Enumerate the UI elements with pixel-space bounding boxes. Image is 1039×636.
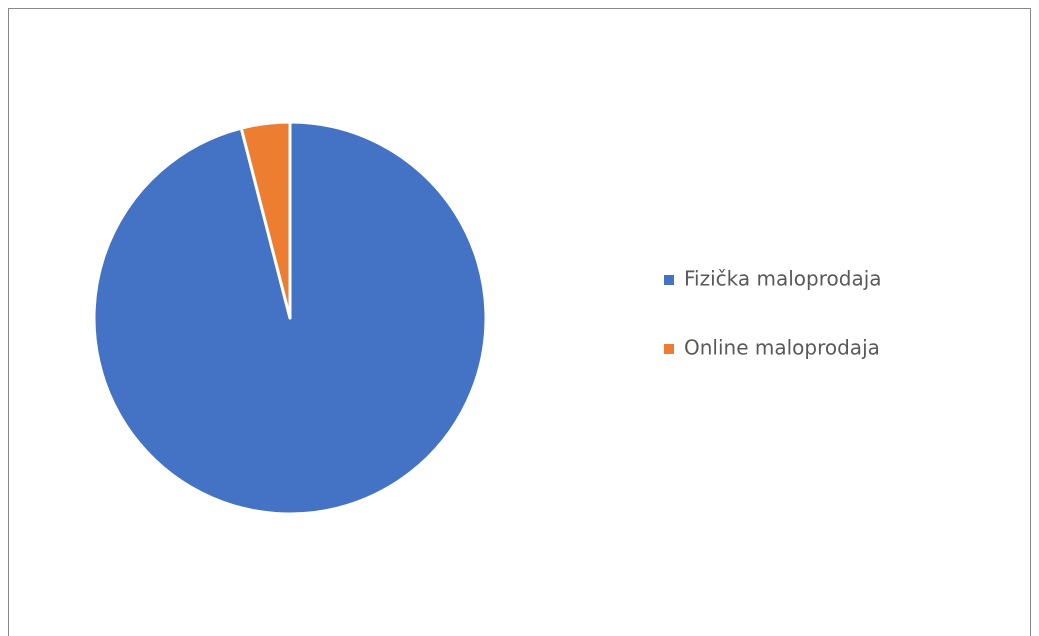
legend-swatch	[664, 275, 674, 285]
legend-swatch	[664, 344, 674, 354]
pie-slice	[239, 120, 292, 320]
legend-label: Fizička maloprodaja	[684, 267, 882, 291]
legend-label: Online maloprodaja	[684, 336, 880, 360]
